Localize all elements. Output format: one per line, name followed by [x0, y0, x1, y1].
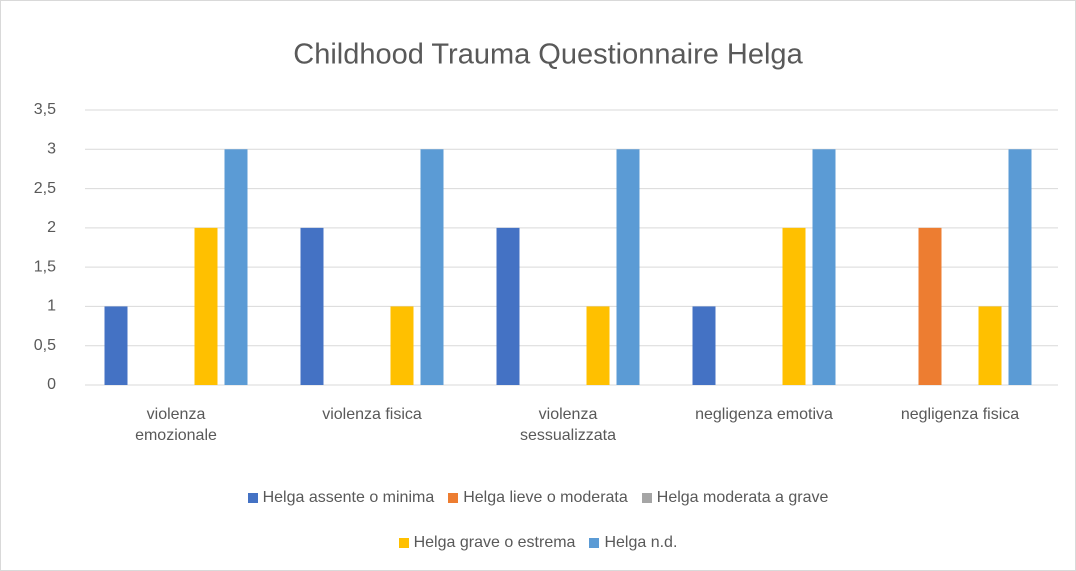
bar — [616, 149, 640, 385]
bar — [104, 306, 128, 385]
x-tick-label: violenza emozionale — [135, 406, 217, 444]
bar — [692, 306, 716, 385]
bar — [420, 149, 444, 385]
bar — [918, 227, 942, 385]
bar — [812, 149, 836, 385]
y-tick-label: 2,5 — [34, 180, 56, 197]
bar — [782, 227, 806, 385]
y-tick-label: 3,5 — [34, 101, 56, 118]
bar — [224, 149, 248, 385]
x-tick-label: negligenza emotiva — [695, 406, 833, 423]
y-tick-label: 0,5 — [34, 337, 56, 354]
y-tick-label: 0 — [47, 376, 56, 393]
legend-swatch — [398, 538, 409, 548]
x-tick-label: negligenza fisica — [900, 406, 1020, 423]
legend-label: Helga assente o minima — [262, 489, 435, 506]
legend-swatch — [589, 538, 600, 548]
y-tick-label: 3 — [47, 141, 56, 158]
legend-swatch — [448, 493, 459, 503]
x-tick-label: violenza fisica — [322, 406, 422, 423]
bar — [586, 306, 610, 385]
bar — [1008, 149, 1032, 385]
y-tick-label: 1,5 — [34, 258, 56, 275]
bar — [978, 306, 1002, 385]
bar — [496, 227, 520, 385]
legend-item: Helga lieve o moderata — [448, 489, 628, 507]
y-tick-label: 2 — [47, 219, 56, 236]
legend-label: Helga n.d. — [604, 534, 678, 551]
legend-swatch — [247, 493, 258, 503]
y-tick-label: 1 — [47, 298, 56, 315]
legend-row: Helga grave o estrema Helga n.d. — [0, 534, 1076, 552]
legend-label: Helga lieve o moderata — [463, 489, 628, 506]
bar — [194, 227, 218, 385]
bar — [300, 227, 324, 385]
legend-item: Helga assente o minima — [247, 489, 435, 507]
x-tick-label: violenza sessualizzata — [519, 406, 617, 444]
legend-item: Helga moderata a grave — [641, 489, 829, 507]
legend-label: Helga grave o estrema — [413, 534, 576, 551]
legend-item: Helga grave o estrema — [398, 534, 576, 552]
legend-label: Helga moderata a grave — [656, 489, 829, 506]
legend-row: Helga assente o minima Helga lieve o mode… — [0, 489, 1076, 507]
legend-swatch — [641, 493, 652, 503]
chart-title: Childhood Trauma Questionnaire Helga — [293, 39, 803, 71]
legend-item: Helga n.d. — [589, 534, 677, 552]
bar — [390, 306, 414, 385]
